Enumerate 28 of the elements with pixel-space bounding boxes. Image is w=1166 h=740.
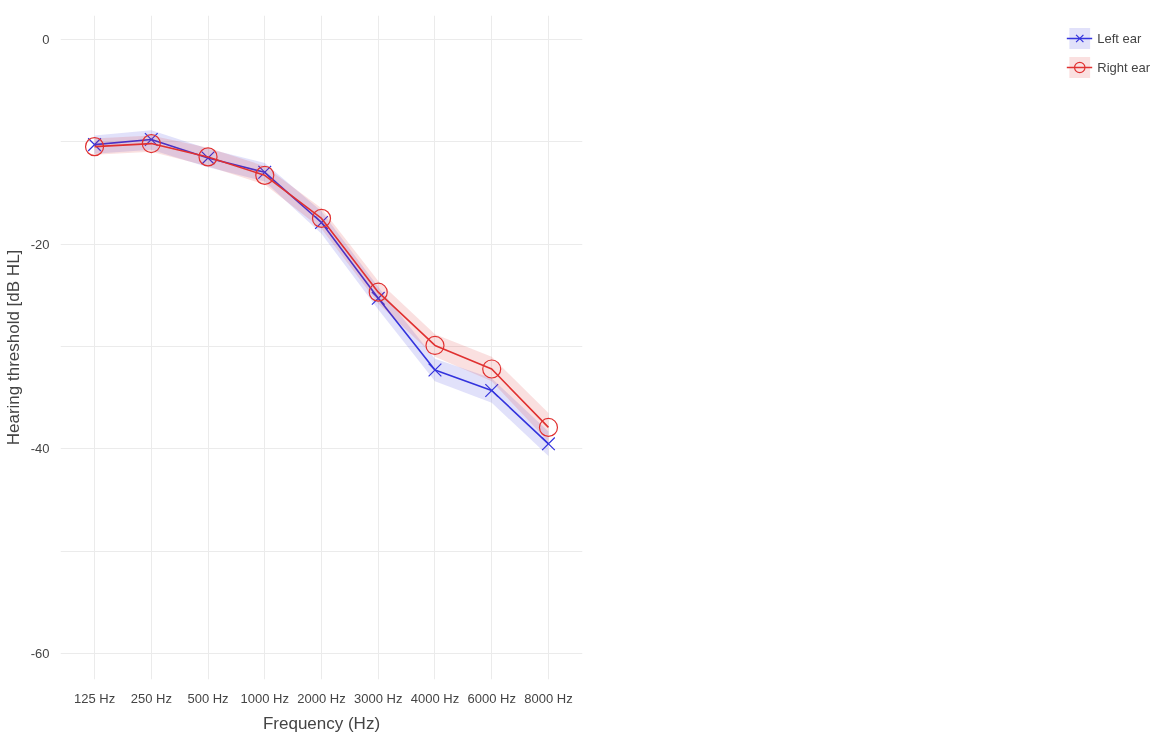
- point: [538, 417, 559, 438]
- x-axis-title: Frequency (Hz): [262, 713, 381, 733]
- point: [311, 208, 332, 228]
- point: [541, 436, 556, 451]
- x-tick-label: 2000 Hz: [297, 690, 346, 706]
- x-tick-label: 125 Hz: [73, 690, 116, 706]
- y-axis-title: Hearing threshold [dB HL]: [3, 249, 23, 446]
- y-tick-label: 0: [42, 31, 50, 47]
- x-tick-label: 500 Hz: [187, 690, 229, 706]
- y-tick-label: -20: [30, 236, 50, 252]
- point: [482, 359, 502, 379]
- point: [484, 383, 499, 398]
- x-tick-label: 1000 Hz: [240, 690, 289, 706]
- point: [141, 134, 161, 154]
- point: [84, 137, 105, 157]
- y-tick-label: -60: [30, 646, 50, 662]
- point: [428, 363, 442, 378]
- y-tick-label: -40: [30, 441, 50, 457]
- point: [368, 282, 388, 302]
- x-tick-label: 6000 Hz: [467, 690, 516, 706]
- point: [425, 335, 445, 356]
- x-tick-label: 3000 Hz: [354, 690, 403, 706]
- point: [255, 165, 275, 185]
- legend-label: Right ear: [1097, 59, 1150, 75]
- legend-label: Left ear: [1097, 30, 1142, 46]
- x-tick-label: 8000 Hz: [524, 690, 573, 706]
- x-tick-label: 250 Hz: [130, 690, 172, 706]
- x-tick-label: 4000 Hz: [410, 690, 460, 706]
